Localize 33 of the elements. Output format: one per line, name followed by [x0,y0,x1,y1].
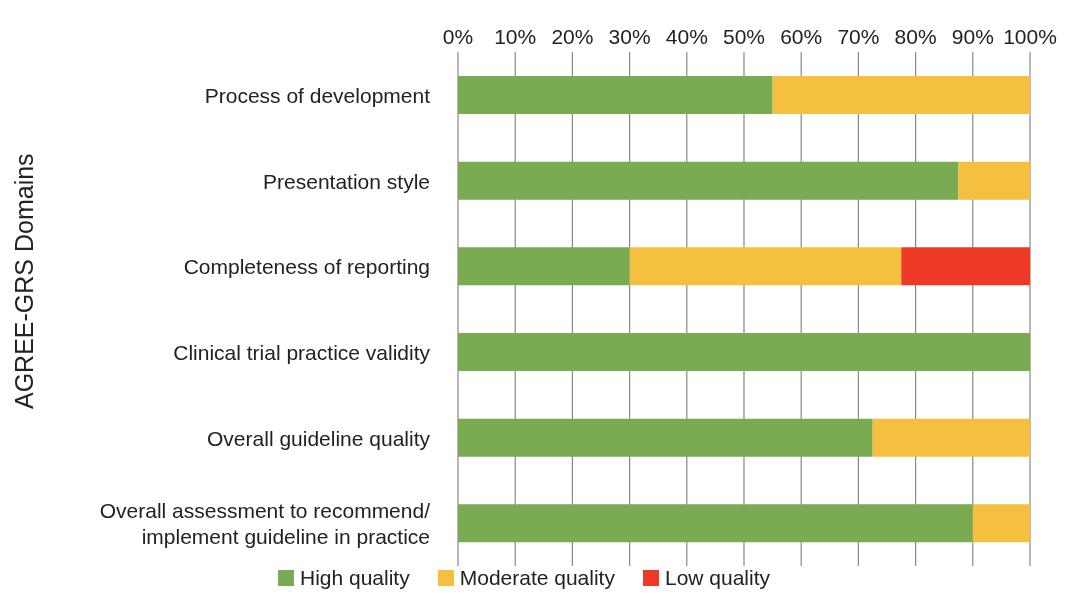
y-tick-label: Clinical trial practice validity [173,340,431,364]
x-tick-label: 40% [665,25,708,48]
bar [458,418,873,457]
legend-label: Low quality [663,566,771,590]
y-tick-label: Completeness of reporting [183,254,430,278]
y-tick-label: Overall guideline quality [207,426,431,449]
x-tick-label: 30% [608,25,651,48]
x-tick-label: 90% [951,25,994,48]
bar [872,418,1030,457]
legend-label: Moderate quality [458,566,615,590]
y-tick-label: Presentation style [263,169,430,192]
bar [972,504,1030,543]
x-tick-label: 20% [551,25,594,48]
x-tick-label: 0% [442,25,474,48]
bar [458,76,773,114]
legend-label: High quality [298,566,410,590]
x-tick-label: 70% [837,25,880,48]
bar [458,247,630,286]
y-tick-label: Overall assessment to recommend/ implement guideline in practice [99,498,431,548]
x-tick-label: 80% [894,25,937,48]
x-tick-label: 50% [722,25,766,48]
x-tick-label: 100% [1003,25,1057,48]
bar [901,247,1030,286]
bar [958,161,1030,200]
x-tick-label: 60% [780,25,823,48]
bar [458,161,959,200]
bar [458,504,973,543]
x-tick-label: 10% [494,25,537,48]
bar [772,76,1030,114]
bar [629,247,902,286]
bar [458,333,1030,371]
y-tick-label: Process of development [204,83,431,107]
y-axis-title: AGREE-GRS Domains [9,153,38,409]
